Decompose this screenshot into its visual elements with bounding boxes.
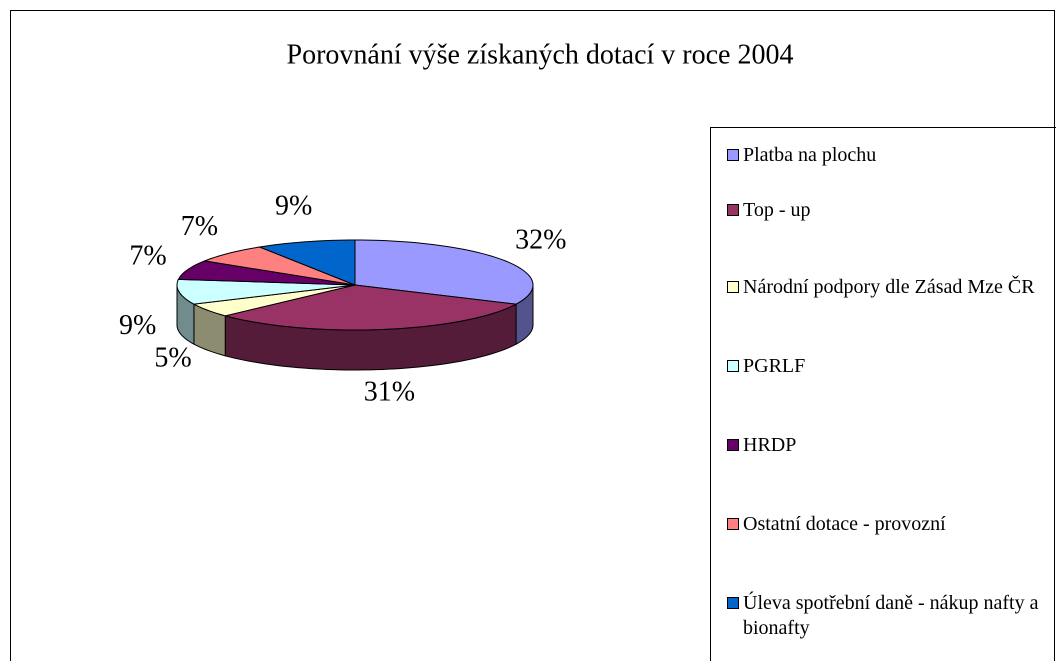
slice [192, 284, 356, 317]
pie [176, 239, 534, 371]
legend-label: Platba na plochu [743, 144, 877, 166]
legend: Platba na plochu Top - up Národní podpory … [710, 127, 1056, 661]
data-label: 7% [129, 240, 166, 271]
legend-label: Národní podpory dle Zásad Mze ČR [743, 276, 1035, 298]
legend-swatch [727, 360, 739, 372]
slice [177, 260, 356, 286]
legend-item: Platba na plochu [727, 143, 1056, 168]
data-label: 5% [154, 342, 191, 373]
slice [176, 278, 356, 305]
legend-swatch [727, 597, 739, 609]
pie-tops [176, 239, 534, 331]
legend-label: Top - up [743, 199, 811, 221]
chart-border [10, 10, 1055, 661]
data-label: 9% [119, 310, 156, 341]
legend-swatch [727, 149, 739, 161]
legend-label: PGRLF [743, 355, 806, 377]
legend-label: Úleva spotřební daně - nákup nafty a bio… [743, 592, 1039, 639]
legend-label: Ostatní dotace - provozní [743, 513, 946, 535]
legend-swatch [727, 439, 739, 451]
legend-item: HRDP [727, 433, 1056, 458]
legend-item: Ostatní dotace - provozní [727, 512, 1056, 537]
legend-item: Národní podpory dle Zásad Mze ČR [727, 275, 1056, 300]
legend-item: Úleva spotřební daně - nákup nafty a bio… [727, 591, 1056, 641]
legend-swatch [727, 204, 739, 216]
slice [354, 239, 534, 305]
legend-label: HRDP [743, 434, 797, 456]
slice [257, 239, 356, 286]
legend-item: Top - up [727, 198, 1056, 223]
legend-item: PGRLF [727, 354, 1056, 379]
chart-title: Porovnání výše získaných dotací v roce 2… [287, 39, 794, 70]
data-label: 7% [181, 211, 218, 242]
data-label: 32% [515, 225, 566, 256]
slice [202, 246, 356, 286]
legend-swatch [727, 281, 739, 293]
data-label: 9% [275, 191, 312, 222]
data-label: 31% [364, 376, 415, 407]
legend-swatch [727, 518, 739, 530]
slice [225, 284, 518, 331]
